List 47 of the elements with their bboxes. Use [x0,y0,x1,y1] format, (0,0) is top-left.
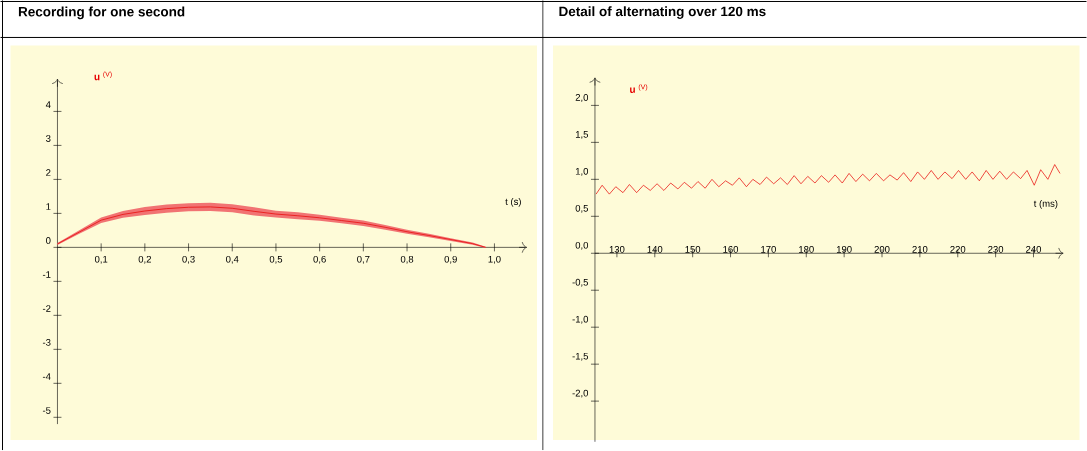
x-tick-label: 0,6 [313,256,326,264]
x-tick-label: 150 [685,246,701,253]
y-tick-label: -1 [42,271,51,279]
x-axis-title: t (s) [505,198,521,208]
y-tick-label: 0,0 [575,242,589,250]
y-tick-label: 0,5 [575,205,589,213]
x-axis-title: t (ms) [1033,200,1058,209]
y-tick-label: -0,5 [572,279,589,287]
chart-title: Detail of alternating over 120 ms [559,6,766,20]
y-tick-label: 1 [46,203,51,211]
x-tick-label: 0,9 [444,256,457,264]
x-tick-label: 230 [988,246,1004,253]
y-tick-label: -2 [42,305,51,313]
x-tick-label: 0,8 [400,256,414,264]
y-tick-label: 1,5 [575,131,589,140]
x-tick-label: 0,4 [226,256,239,264]
x-tick-label: 0,2 [138,256,151,264]
y-tick-label: 0 [46,237,51,245]
x-tick-label: 240 [1026,246,1042,253]
y-tick-label: -5 [42,407,51,414]
y-axis-title: u $^{(V)}$ [94,71,112,81]
x-tick-label: 180 [799,246,814,253]
x-tick-label: 200 [874,246,890,253]
y-tick-label: 2,0 [575,94,589,103]
x-tick-label: 1,0 [488,256,501,264]
y-tick-label: 4 [45,101,51,109]
x-tick-label: 0,5 [269,256,283,264]
y-tick-label: -2,0 [572,389,589,398]
chart-title: Recording for one second [18,6,185,20]
y-tick-label: 1,0 [575,168,589,177]
y-tick-label: -1,0 [572,316,589,324]
x-tick-label: 140 [647,246,663,253]
x-tick-label: 0,3 [182,256,195,264]
x-tick-label: 0,7 [357,256,370,264]
x-tick-label: 190 [836,246,852,253]
x-tick-label: 0,1 [94,256,108,264]
y-tick-label: -3 [42,339,51,347]
y-tick-label: -4 [42,373,51,380]
x-tick-label: 210 [912,246,928,253]
x-tick-label: 130 [609,246,625,253]
y-tick-label: 2 [46,169,51,177]
x-tick-label: 220 [950,246,966,253]
x-tick-label: 160 [723,246,739,253]
y-axis-title: u $^{(V)}$ [630,84,648,94]
x-tick-label: 170 [761,246,776,253]
y-tick-label: -1,5 [572,353,589,361]
y-tick-label: 3 [46,135,51,143]
